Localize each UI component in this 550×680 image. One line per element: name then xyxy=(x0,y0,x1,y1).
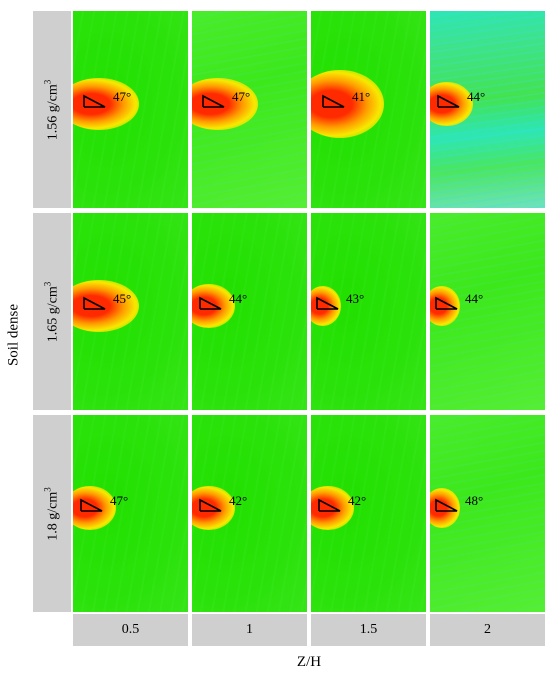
failure-angle-marker xyxy=(435,296,458,310)
failure-angle-marker xyxy=(199,296,222,310)
failure-angle-label: 43° xyxy=(346,291,365,306)
strain-concentration xyxy=(430,488,460,528)
panel-r3-c2: 42° xyxy=(192,415,307,612)
panel-r1-c1: 47° xyxy=(73,11,188,208)
failure-angle-marker xyxy=(322,94,345,108)
panel-r3-c1: 47° xyxy=(73,415,188,612)
failure-angle-label: 41° xyxy=(352,89,371,104)
failure-angle-marker xyxy=(199,498,222,512)
failure-angle-label: 42° xyxy=(229,493,248,508)
y-axis-title: Soil dense xyxy=(2,270,26,400)
failure-angle-label: 44° xyxy=(467,89,486,104)
panel-r1-c2: 47° xyxy=(192,11,307,208)
failure-angle-marker xyxy=(83,94,106,108)
row-label-2: 1.65 g/cm3 xyxy=(42,281,61,342)
strain-concentration xyxy=(73,486,116,530)
strain-concentration xyxy=(311,486,354,530)
panel-r2-c2: 44° xyxy=(192,213,307,410)
failure-angle-label: 45° xyxy=(113,291,132,306)
failure-angle-label: 42° xyxy=(348,493,367,508)
row-label-1: 1.56 g/cm3 xyxy=(42,79,61,140)
column-label-1: 0.5 xyxy=(73,614,188,646)
failure-angle-marker xyxy=(80,498,103,512)
panel-r3-c4: 48° xyxy=(430,415,545,612)
failure-angle-marker xyxy=(83,296,106,310)
strain-concentration xyxy=(192,486,235,530)
column-label-3: 1.5 xyxy=(311,614,426,646)
panel-r2-c4: 44° xyxy=(430,213,545,410)
failure-angle-marker xyxy=(318,498,341,512)
failure-angle-label: 47° xyxy=(232,89,251,104)
failure-angle-marker xyxy=(202,94,225,108)
strain-concentration xyxy=(430,82,473,126)
x-axis-title: Z/H xyxy=(296,654,322,670)
panel-r2-c1: 45° xyxy=(73,213,188,410)
failure-angle-marker xyxy=(437,94,460,108)
failure-angle-label: 48° xyxy=(465,493,484,508)
strain-concentration xyxy=(192,284,235,328)
panel-r2-c3: 43° xyxy=(311,213,426,410)
failure-angle-label: 47° xyxy=(113,89,132,104)
failure-angle-marker xyxy=(316,296,339,310)
row-label-band-3: 1.8 g/cm3 xyxy=(33,415,71,612)
column-label-4: 2 xyxy=(430,614,545,646)
strain-concentration xyxy=(430,286,460,326)
panel-r1-c4: 44° xyxy=(430,11,545,208)
panel-r3-c3: 42° xyxy=(311,415,426,612)
y-axis-title-text: Soil dense xyxy=(5,303,22,367)
failure-angle-marker xyxy=(435,498,458,512)
row-label-3: 1.8 g/cm3 xyxy=(42,486,61,541)
row-label-band-2: 1.65 g/cm3 xyxy=(33,213,71,410)
failure-angle-label: 47° xyxy=(110,493,129,508)
failure-angle-label: 44° xyxy=(229,291,248,306)
panel-r1-c3: 41° xyxy=(311,11,426,208)
row-label-band-1: 1.56 g/cm3 xyxy=(33,11,71,208)
failure-angle-label: 44° xyxy=(465,291,484,306)
strain-concentration xyxy=(311,286,341,326)
column-label-2: 1 xyxy=(192,614,307,646)
